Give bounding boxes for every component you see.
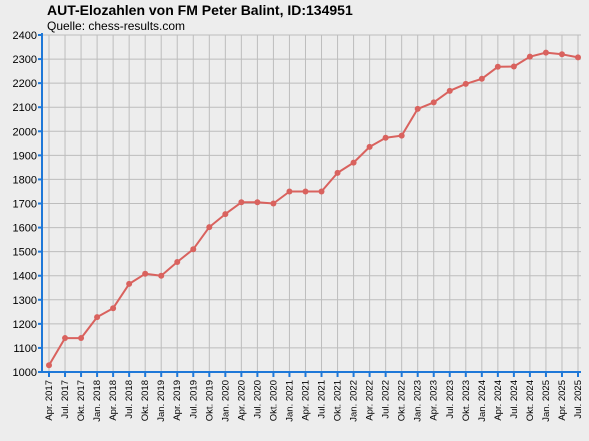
x-tick-label: Jan. 2021 (284, 380, 295, 422)
x-tick-label: Okt. 2020 (268, 380, 279, 421)
data-point (94, 314, 101, 321)
x-tick-label: Apr. 2021 (300, 380, 311, 421)
y-tick-label: 1500 (13, 247, 37, 259)
x-tick-label: Jul. 2017 (60, 380, 71, 419)
data-point (478, 75, 485, 82)
y-tick-label: 1000 (13, 367, 37, 379)
chart-title: AUT-Elozahlen von FM Peter Balint, ID:13… (47, 2, 353, 18)
x-tick-label: Okt. 2019 (204, 380, 215, 421)
y-tick-label: 1100 (13, 343, 37, 355)
y-tick-label: 1300 (13, 295, 37, 307)
x-tick-label: Apr. 2023 (429, 380, 440, 421)
data-point (366, 143, 373, 150)
y-tick-labels: 1000 1100 1200 1300 1400 1500 1600 1700 1800 1900… (13, 30, 37, 379)
data-point (334, 169, 341, 176)
data-point (254, 199, 261, 206)
x-tick-label: Jul. 2023 (445, 380, 456, 419)
x-tick-label: Jan. 2024 (477, 380, 488, 422)
data-point (110, 305, 117, 312)
data-point (446, 87, 453, 94)
chart-subtitle: Quelle: chess-results.com (47, 19, 186, 33)
x-tick-label: Jan. 2018 (92, 380, 103, 422)
x-tick-label: Jul. 2019 (188, 380, 199, 419)
y-tick-label: 1900 (13, 150, 37, 162)
y-tick-label: 1400 (13, 271, 37, 283)
x-tick-label: Apr. 2017 (44, 380, 55, 421)
data-point (318, 188, 325, 195)
y-tick-label: 2000 (13, 126, 37, 138)
x-tick-label: Jul. 2021 (317, 380, 328, 419)
x-tick-label: Apr. 2022 (365, 380, 376, 421)
data-point (46, 362, 52, 369)
x-tick-label: Okt. 2018 (140, 380, 151, 421)
y-tick-label: 2300 (13, 54, 37, 66)
y-tick-label: 1200 (13, 319, 37, 331)
x-tick-label: Jan. 2019 (156, 380, 167, 422)
data-point (174, 258, 181, 265)
x-tick-label: Okt. 2024 (525, 380, 536, 421)
elo-series-line (48, 51, 579, 366)
data-point (575, 54, 581, 61)
data-point (270, 200, 277, 207)
data-point (510, 63, 517, 70)
data-point (302, 188, 309, 195)
data-point (382, 134, 389, 141)
x-tick-label: Okt. 2022 (397, 380, 408, 421)
x-tick-label: Jan. 2020 (220, 380, 231, 422)
data-point (350, 159, 357, 166)
x-tick-label: Jan. 2025 (541, 380, 552, 422)
data-point (462, 80, 469, 87)
data-point (78, 335, 85, 342)
data-point (238, 199, 245, 206)
x-tick-label: Okt. 2023 (461, 380, 472, 421)
data-point (494, 63, 501, 70)
x-tick-label: Jul. 2018 (124, 380, 135, 419)
data-point (158, 272, 165, 279)
x-tick-labels: Apr. 2017 Jul. 2017 Okt. 2017 Jan. 2018 Apr.… (44, 380, 584, 422)
x-tick-label: Apr. 2020 (236, 380, 247, 421)
data-point (542, 49, 549, 56)
x-tick-label: Jul. 2020 (252, 380, 263, 419)
data-point (430, 99, 437, 106)
data-point (126, 280, 133, 287)
x-tick-label: Okt. 2017 (76, 380, 87, 421)
y-tick-label: 1800 (13, 174, 37, 186)
data-point (526, 53, 533, 60)
axis-layer (38, 33, 581, 377)
data-point (222, 211, 229, 218)
grid-layer (42, 34, 581, 373)
series-layer (46, 49, 581, 369)
x-tick-label: Jul. 2024 (509, 380, 520, 419)
y-tick-label: 1700 (13, 199, 37, 211)
data-point (286, 188, 293, 195)
x-tick-label: Okt. 2021 (333, 380, 344, 421)
data-point (62, 335, 69, 342)
data-point (142, 270, 149, 277)
x-tick-label: Apr. 2019 (172, 380, 183, 421)
y-tick-label: 1600 (13, 223, 37, 235)
data-point (414, 105, 421, 112)
x-tick-label: Apr. 2018 (108, 380, 119, 421)
y-tick-label: 2100 (13, 102, 37, 114)
data-point (190, 246, 197, 253)
x-tick-label: Jan. 2023 (413, 380, 424, 422)
x-tick-label: Apr. 2025 (557, 380, 568, 421)
x-tick-label: Jan. 2022 (349, 380, 360, 422)
data-point (398, 132, 405, 139)
y-tick-label: 2200 (13, 78, 37, 90)
data-point (558, 51, 565, 58)
data-point (206, 224, 213, 231)
x-tick-label: Jul. 2022 (381, 380, 392, 419)
x-tick-label: Apr. 2024 (493, 380, 504, 421)
x-tick-label: Jul. 2025 (573, 380, 584, 419)
y-tick-label: 2400 (13, 30, 37, 42)
